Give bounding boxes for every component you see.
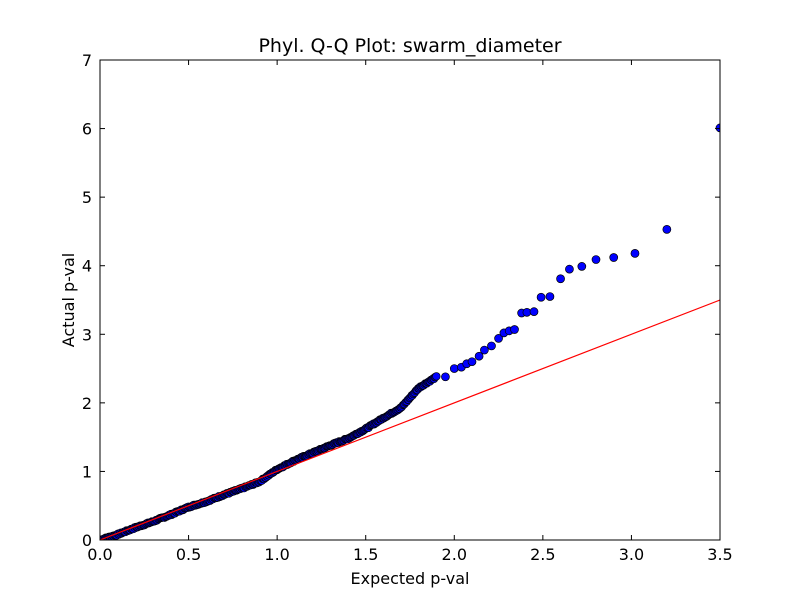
x-tick-label: 2.0 [442, 545, 467, 564]
y-tick-label: 7 [82, 51, 92, 70]
y-tick-label: 2 [82, 394, 92, 413]
axes-frame [99, 59, 721, 541]
reference-line [100, 299, 720, 540]
x-tick-label: 2.5 [530, 545, 555, 564]
data-point [441, 372, 450, 382]
y-tick-label: 1 [82, 462, 92, 481]
x-tick-label: 3.0 [619, 545, 644, 564]
x-tick-label: 1.5 [353, 545, 378, 564]
plot-area [100, 60, 720, 540]
data-point [545, 292, 555, 301]
data-point [449, 364, 459, 373]
data-point [577, 262, 587, 271]
data-point [474, 351, 484, 361]
data-point [467, 357, 477, 367]
x-tick-label: 1.0 [264, 545, 289, 564]
data-point [487, 341, 496, 351]
data-point [591, 255, 601, 264]
scatter-points-layer [100, 123, 720, 540]
x-tick-label: 3.5 [707, 545, 732, 564]
x-axis-label: Expected p-val [351, 569, 470, 588]
y-tick-label: 0 [82, 531, 92, 550]
data-point [510, 325, 519, 334]
data-point [662, 225, 672, 234]
y-tick-label: 5 [82, 188, 92, 207]
data-point [565, 264, 574, 274]
data-point [536, 292, 546, 302]
data-point [529, 307, 539, 317]
data-point [480, 345, 489, 355]
data-point [609, 253, 619, 262]
data-point [630, 249, 640, 258]
x-tick-label: 0.5 [176, 545, 201, 564]
y-tick-label: 6 [82, 120, 92, 139]
data-point [432, 372, 441, 381]
data-point [494, 334, 503, 343]
y-tick-label: 3 [82, 325, 92, 344]
chart-title: Phyl. Q-Q Plot: swarm_diameter [258, 35, 561, 57]
reference-line-layer [100, 299, 720, 540]
y-tick-label: 4 [82, 257, 92, 276]
ticks-layer: 0.0 0.5 1.0 1.5 2.0 2.5 3.0 3.5 0 1 2 3 4 5 6 7 [82, 51, 733, 564]
x-tick-label: 0.0 [87, 545, 112, 564]
data-point [556, 274, 565, 284]
data-point [715, 123, 720, 133]
y-axis-label: Actual p-val [59, 253, 78, 347]
